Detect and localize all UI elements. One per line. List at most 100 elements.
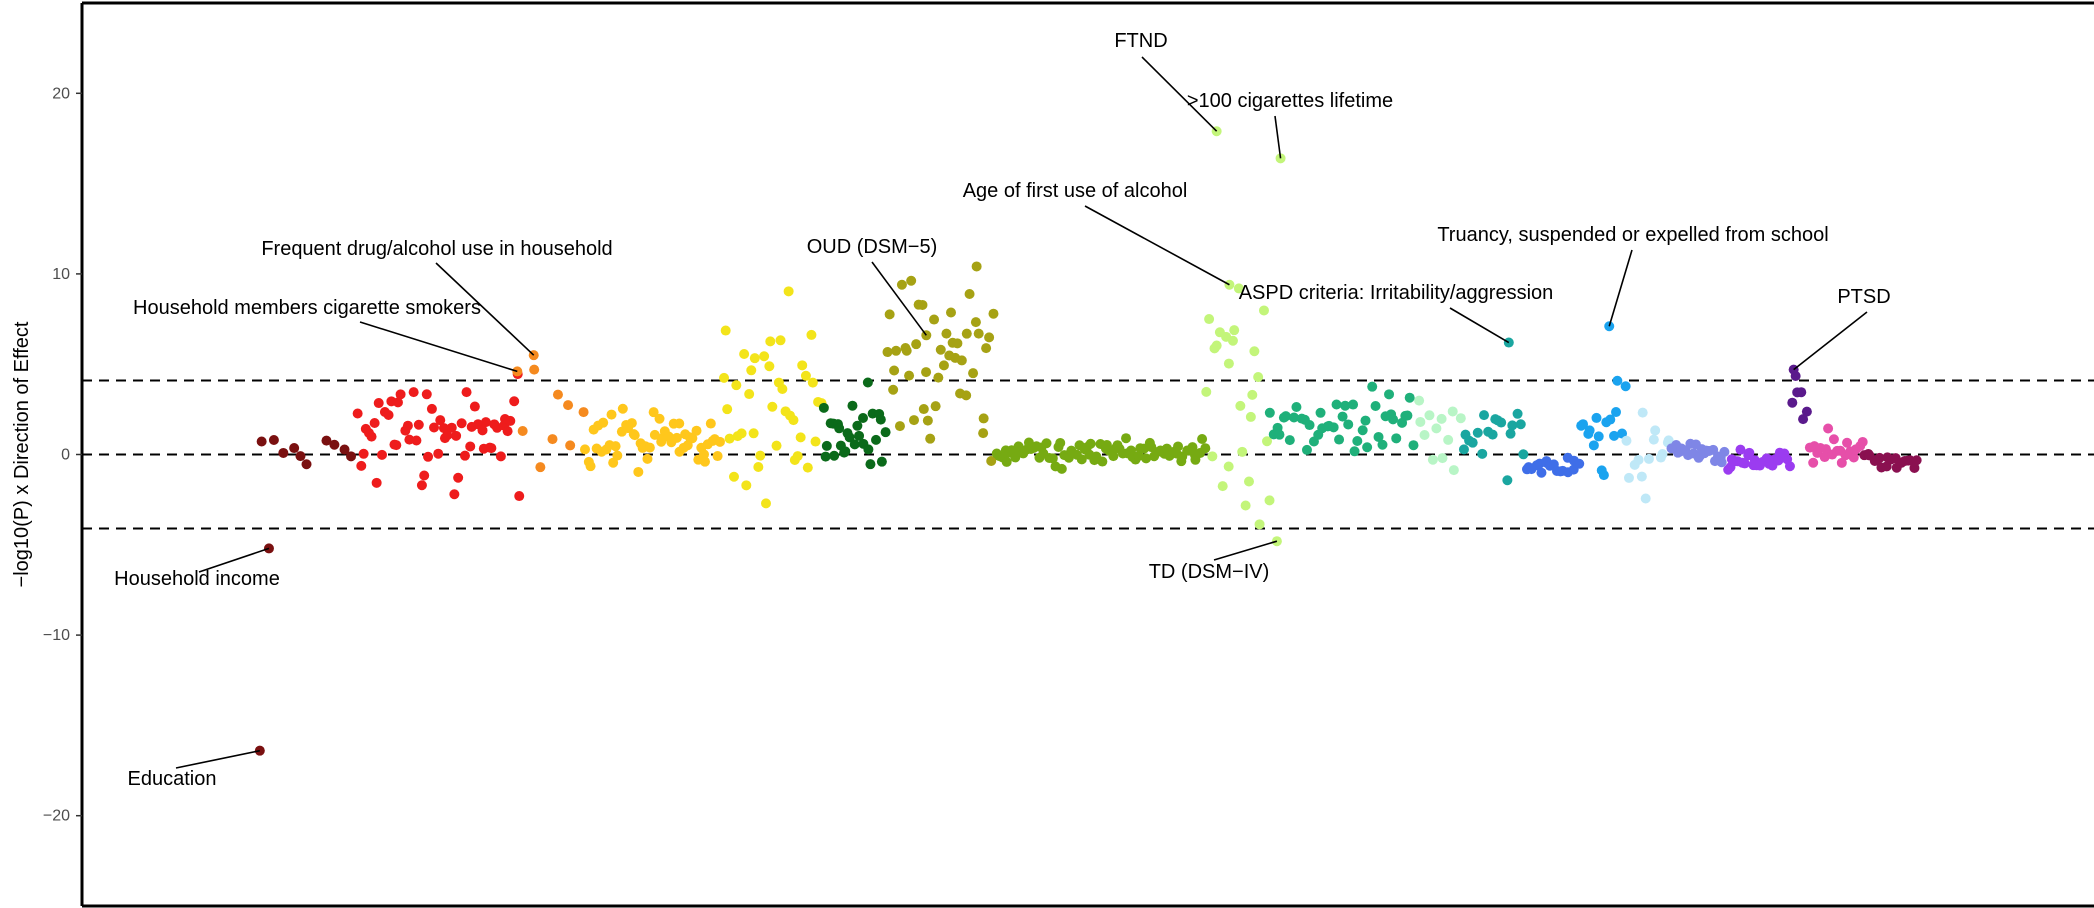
data-point <box>929 314 940 325</box>
data-point <box>649 429 660 440</box>
data-point <box>1367 381 1378 392</box>
data-point <box>565 440 576 451</box>
data-point <box>1041 438 1052 449</box>
data-point <box>1643 453 1654 464</box>
annotation-leader-line <box>359 321 518 373</box>
annotation-leader-line <box>1213 540 1278 561</box>
data-point <box>935 344 946 355</box>
data-point <box>346 451 357 462</box>
data-point <box>1784 461 1795 472</box>
annotation-label: FTND <box>1114 30 1167 52</box>
data-point <box>829 450 840 461</box>
data-point <box>1424 410 1435 421</box>
data-point <box>1735 444 1746 455</box>
annotations: Education Household income Household membe… <box>114 30 1891 790</box>
data-point <box>1801 406 1812 417</box>
y-axis-title: −log10(P) x Direction of Effect <box>11 321 33 587</box>
data-point <box>800 370 811 381</box>
data-point <box>1173 441 1184 452</box>
data-point <box>1612 375 1623 386</box>
data-point <box>461 387 472 398</box>
data-point <box>1348 399 1359 410</box>
data-point <box>446 422 457 433</box>
data-point <box>783 286 794 297</box>
annotation-leader-line <box>1274 115 1282 159</box>
data-point <box>946 307 957 318</box>
data-point <box>1650 425 1661 436</box>
data-point <box>1370 401 1381 412</box>
data-point <box>459 450 470 461</box>
data-point <box>598 417 609 428</box>
data-point <box>1328 422 1339 433</box>
data-point <box>442 430 453 441</box>
data-point <box>1611 407 1622 418</box>
data-point <box>1477 448 1488 459</box>
annotation-label: TD (DSM−IV) <box>1149 561 1270 583</box>
data-point <box>383 409 394 420</box>
data-point <box>1636 471 1647 482</box>
data-point <box>880 427 891 438</box>
data-point <box>792 451 803 462</box>
data-point <box>606 409 617 420</box>
data-point <box>451 430 462 441</box>
data-point <box>911 339 922 350</box>
data-point <box>278 447 289 458</box>
data-point <box>1223 461 1234 472</box>
data-point <box>1377 439 1388 450</box>
data-point <box>433 448 444 459</box>
data-point <box>377 449 388 460</box>
data-point <box>426 403 437 414</box>
data-point <box>1243 476 1254 487</box>
data-point <box>456 418 467 429</box>
data-point <box>1431 423 1442 434</box>
data-point <box>981 343 992 354</box>
data-point <box>329 439 340 450</box>
data-point <box>654 413 665 424</box>
data-point <box>552 389 563 400</box>
data-point <box>1857 436 1868 447</box>
data-point <box>1605 414 1616 425</box>
data-point <box>429 422 440 433</box>
annotation-label: PTSD <box>1837 286 1890 308</box>
data-point <box>517 425 528 436</box>
data-point <box>648 407 659 418</box>
data-point <box>806 329 817 340</box>
y-tick-label: −20 <box>43 808 70 825</box>
data-point <box>339 444 350 455</box>
annotation-leader-line <box>1608 249 1633 327</box>
data-point <box>579 444 590 455</box>
data-point <box>1637 407 1648 418</box>
annotation-label: Age of first use of alcohol <box>963 180 1188 202</box>
data-point <box>1337 411 1348 422</box>
data-point <box>699 456 710 467</box>
data-point <box>1197 434 1208 445</box>
data-point <box>728 471 739 482</box>
data-point <box>1419 430 1430 441</box>
data-point <box>1598 470 1609 481</box>
data-point <box>1536 467 1547 478</box>
data-point <box>1362 442 1373 453</box>
data-point <box>1716 457 1727 468</box>
data-point <box>369 417 380 428</box>
data-point <box>739 349 750 360</box>
data-point <box>1141 453 1152 464</box>
data-point <box>1391 433 1402 444</box>
data-point <box>849 439 860 450</box>
data-point <box>968 368 979 379</box>
data-point <box>295 451 306 462</box>
data-point <box>834 423 845 434</box>
data-point <box>852 420 863 431</box>
data-point <box>477 425 488 436</box>
data-point <box>904 370 915 381</box>
data-point <box>933 372 944 383</box>
data-point <box>1211 340 1222 351</box>
data-point <box>1719 446 1730 457</box>
data-point <box>777 383 788 394</box>
data-point <box>633 466 644 477</box>
data-point <box>1056 463 1067 474</box>
data-point <box>419 470 430 481</box>
data-point <box>682 440 693 451</box>
data-point <box>922 415 933 426</box>
data-point <box>629 430 640 441</box>
data-point <box>888 384 899 395</box>
